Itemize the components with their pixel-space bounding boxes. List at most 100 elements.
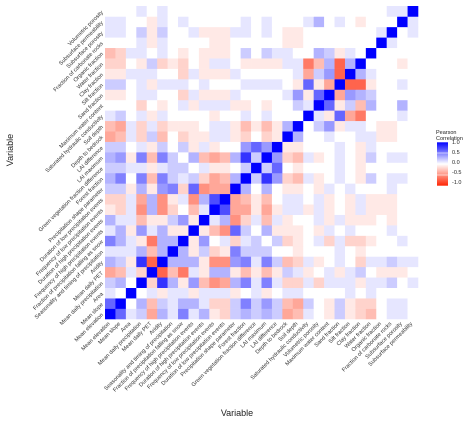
legend-title: Pearson Correlation xyxy=(436,130,463,142)
heatmap-cell xyxy=(105,37,116,49)
heatmap-cell xyxy=(240,89,252,101)
heatmap-cell xyxy=(261,6,273,17)
heatmap-cell xyxy=(334,214,346,226)
heatmap-cell xyxy=(198,6,210,17)
heatmap-cell xyxy=(397,214,408,226)
heatmap-cell xyxy=(386,16,398,28)
heatmap-cell xyxy=(115,256,127,268)
heatmap-cell xyxy=(125,256,137,268)
heatmap-cell xyxy=(136,131,148,142)
heatmap-cell xyxy=(125,172,137,184)
heatmap-cell xyxy=(209,162,221,174)
heatmap-cell xyxy=(324,225,335,236)
heatmap-cell xyxy=(251,162,262,174)
heatmap-cell xyxy=(198,37,210,49)
heatmap-cell xyxy=(282,225,294,236)
heatmap-cell xyxy=(209,193,221,205)
heatmap-cell xyxy=(188,308,200,320)
heatmap-cell xyxy=(157,131,168,142)
heatmap-cell xyxy=(303,99,314,111)
heatmap-cell xyxy=(282,26,294,38)
heatmap-cell xyxy=(157,183,168,195)
heatmap-cell xyxy=(178,141,189,153)
heatmap-cell xyxy=(230,47,241,59)
heatmap-cell xyxy=(198,58,210,69)
heatmap-cell xyxy=(198,79,210,90)
heatmap-cell xyxy=(136,58,148,69)
heatmap-cell xyxy=(355,120,367,132)
heatmap-cell xyxy=(261,99,273,111)
heatmap-cell xyxy=(198,152,210,163)
heatmap-cell xyxy=(303,298,314,309)
heatmap-cell xyxy=(355,99,367,111)
heatmap-cell xyxy=(146,26,158,38)
heatmap-cell xyxy=(209,152,221,163)
heatmap-cell xyxy=(198,266,210,278)
heatmap-cell xyxy=(125,266,137,278)
heatmap-cell xyxy=(178,58,189,69)
heatmap-cell xyxy=(188,162,200,174)
heatmap-cell xyxy=(292,6,304,17)
heatmap-cell xyxy=(282,183,294,195)
heatmap-cell xyxy=(198,110,210,122)
heatmap-cell xyxy=(198,68,210,80)
heatmap-cell xyxy=(251,47,262,59)
heatmap-cell xyxy=(219,235,231,247)
heatmap-cell xyxy=(313,89,325,101)
heatmap-cell xyxy=(167,152,179,163)
heatmap-cell xyxy=(219,37,231,49)
heatmap-cell xyxy=(219,225,231,236)
heatmap-cell xyxy=(125,235,137,247)
heatmap-cell xyxy=(292,89,304,101)
heatmap-cell xyxy=(230,172,241,184)
heatmap-cell xyxy=(334,6,346,17)
heatmap-cell xyxy=(386,26,398,38)
heatmap-cell xyxy=(313,308,325,320)
heatmap-cell xyxy=(125,89,137,101)
heatmap-cell xyxy=(240,204,252,215)
heatmap-cell xyxy=(334,79,346,90)
heatmap-cell xyxy=(365,266,377,278)
heatmap-cell xyxy=(115,298,127,309)
heatmap-cell xyxy=(146,6,158,17)
heatmap-cell xyxy=(313,47,325,59)
heatmap-cell xyxy=(251,68,262,80)
heatmap-cell xyxy=(386,79,398,90)
heatmap-cell xyxy=(292,141,304,153)
heatmap-cell xyxy=(407,235,419,247)
heatmap-cell xyxy=(178,277,189,288)
heatmap-cell xyxy=(219,204,231,215)
heatmap-cell xyxy=(125,204,137,215)
heatmap-cell xyxy=(344,131,356,142)
heatmap-cell xyxy=(230,152,241,163)
heatmap-cell xyxy=(365,287,377,299)
heatmap-cell xyxy=(365,58,377,69)
heatmap-cell xyxy=(334,308,346,320)
heatmap-cell xyxy=(209,172,221,184)
heatmap-cell xyxy=(282,214,294,226)
heatmap-cell xyxy=(376,120,387,132)
heatmap-cell xyxy=(209,6,221,17)
heatmap-cell xyxy=(188,26,200,38)
heatmap-cell xyxy=(303,256,314,268)
heatmap-cell xyxy=(146,152,158,163)
heatmap-cell xyxy=(313,214,325,226)
heatmap-cell xyxy=(230,266,241,278)
heatmap-cell xyxy=(188,193,200,205)
heatmap-cell xyxy=(386,256,398,268)
heatmap-cell xyxy=(157,141,168,153)
heatmap-cell xyxy=(355,68,367,80)
heatmap-cell xyxy=(261,193,273,205)
heatmap-cell xyxy=(198,235,210,247)
heatmap-cell xyxy=(105,277,116,288)
heatmap-cell xyxy=(125,245,137,257)
heatmap-cell xyxy=(240,193,252,205)
heatmap-cell xyxy=(365,308,377,320)
heatmap-cell xyxy=(230,193,241,205)
heatmap-cell xyxy=(251,79,262,90)
heatmap-cell xyxy=(407,6,419,17)
heatmap-cell xyxy=(386,99,398,111)
heatmap-cell xyxy=(188,110,200,122)
heatmap-cell xyxy=(397,308,408,320)
heatmap-cell xyxy=(303,47,314,59)
